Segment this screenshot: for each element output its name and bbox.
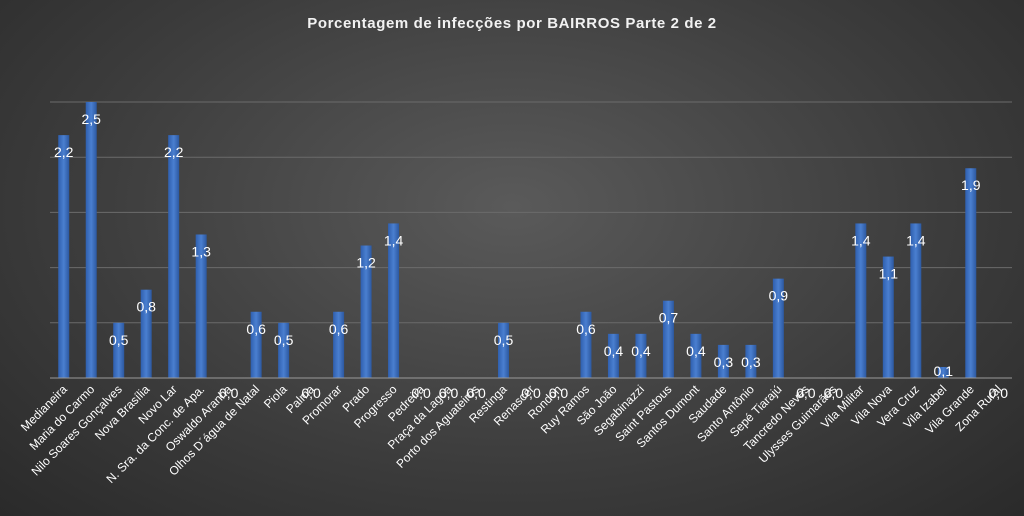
- value-labels: 2,2 2,5 0,5 0,8 2,2 1,3 0,0 0,6 0,5 0,0 0,6 1,2 1,4 0…: [54, 111, 1008, 401]
- value-label: 2,5: [81, 111, 101, 127]
- value-label: 0,0: [989, 385, 1009, 401]
- bar: [745, 344, 757, 378]
- gridlines: [50, 101, 1012, 324]
- value-label: 0,7: [659, 310, 679, 326]
- value-label: 0,4: [631, 343, 651, 359]
- value-label: 0,0: [411, 385, 431, 401]
- bar: [910, 223, 922, 378]
- value-label: 0,0: [466, 385, 486, 401]
- value-label: 1,2: [356, 255, 376, 271]
- value-label: 0,0: [824, 385, 844, 401]
- bar: [388, 223, 400, 378]
- bar: [690, 333, 702, 378]
- bar: [168, 135, 180, 378]
- value-label: 0,4: [604, 343, 624, 359]
- bar: [85, 102, 97, 378]
- value-label: 0,0: [549, 385, 569, 401]
- value-label: 2,2: [54, 144, 74, 160]
- bars: [58, 102, 977, 378]
- value-label: 0,3: [714, 354, 734, 370]
- value-label: 0,0: [219, 385, 239, 401]
- value-label: 1,4: [906, 232, 926, 248]
- value-label: 1,3: [191, 243, 211, 259]
- bar: [965, 168, 977, 378]
- value-label: 1,4: [851, 232, 871, 248]
- value-label: 0,4: [686, 343, 706, 359]
- value-label: 0,6: [576, 321, 596, 337]
- value-label: 1,4: [384, 232, 404, 248]
- bar: [772, 278, 784, 378]
- bar: [58, 135, 70, 378]
- value-label: 0,0: [521, 385, 541, 401]
- value-label: 1,9: [961, 177, 981, 193]
- value-label: 0,6: [246, 321, 266, 337]
- chart-title: Porcentagem de infecções por BAIRROS Par…: [307, 15, 717, 32]
- value-label: 0,5: [109, 332, 129, 348]
- value-label: 0,0: [301, 385, 321, 401]
- value-label: 0,9: [769, 288, 789, 304]
- bar: [360, 245, 372, 378]
- bar: [113, 322, 125, 378]
- bar: [333, 311, 345, 378]
- bar: [662, 300, 674, 378]
- bar: [278, 322, 290, 378]
- bar: [250, 311, 262, 378]
- value-label: 0,6: [329, 321, 349, 337]
- value-label: 0,1: [934, 363, 954, 379]
- bar: [937, 366, 949, 378]
- bar: [607, 333, 619, 378]
- bar: [580, 311, 592, 378]
- bar: [498, 322, 510, 378]
- value-label: 0,0: [796, 385, 816, 401]
- bar: [882, 256, 894, 378]
- bar: [140, 289, 152, 378]
- bar: [635, 333, 647, 378]
- value-label: 2,2: [164, 144, 184, 160]
- value-label: 0,0: [439, 385, 459, 401]
- value-label: 0,5: [494, 332, 514, 348]
- value-label: 0,3: [741, 354, 761, 370]
- value-label: 1,1: [879, 266, 899, 282]
- value-label: 0,5: [274, 332, 294, 348]
- bar: [195, 234, 207, 378]
- value-label: 0,8: [136, 299, 156, 315]
- bar: [855, 223, 867, 378]
- bar: [717, 344, 729, 378]
